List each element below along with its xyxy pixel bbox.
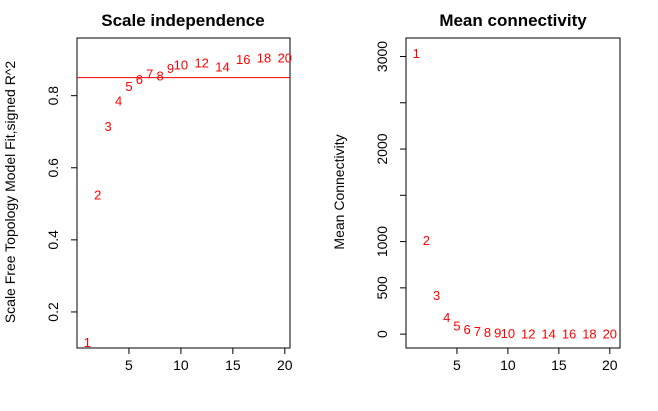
point-label-6: 6 — [136, 72, 143, 87]
y-tick-label: 0.8 — [45, 86, 61, 106]
y-tick-label: 500 — [374, 276, 390, 300]
plot-frame — [405, 37, 621, 349]
y-tick-label: 2000 — [374, 133, 390, 164]
point-label-20: 20 — [603, 327, 617, 342]
point-label-9: 9 — [494, 326, 501, 341]
point-label-4: 4 — [115, 94, 122, 109]
point-label-14: 14 — [541, 326, 555, 341]
point-label-6: 6 — [464, 322, 471, 337]
y-axis-label: Scale Free Topology Model Fit,signed R^2 — [2, 61, 18, 324]
point-label-10: 10 — [501, 326, 515, 341]
y-axis-label: Mean Connectivity — [331, 134, 347, 249]
point-label-16: 16 — [562, 327, 576, 342]
point-label-3: 3 — [433, 288, 440, 303]
point-label-16: 16 — [236, 52, 250, 67]
y-tick-label: 1000 — [374, 226, 390, 257]
point-label-4: 4 — [443, 310, 450, 325]
x-tick-label: 5 — [453, 357, 461, 373]
point-label-14: 14 — [215, 59, 229, 74]
x-tick-label: 15 — [551, 357, 567, 373]
x-tick-label: 10 — [173, 357, 189, 373]
point-label-10: 10 — [174, 58, 188, 73]
point-label-12: 12 — [521, 326, 535, 341]
x-tick-label: 15 — [225, 357, 241, 373]
y-tick-label: 3000 — [374, 41, 390, 72]
point-label-5: 5 — [453, 318, 460, 333]
x-tick-label: 20 — [277, 357, 293, 373]
mean-connectivity-panel: Mean connectivity Mean Connectivity 5 10 1… — [331, 11, 621, 373]
point-label-2: 2 — [423, 233, 430, 248]
y-tick-label: 0.2 — [45, 302, 61, 322]
point-label-2: 2 — [94, 187, 101, 202]
chart-title: Mean connectivity — [439, 11, 587, 30]
x-tick-label: 10 — [500, 357, 516, 373]
point-label-12: 12 — [194, 56, 208, 71]
y-tick-label: 0.4 — [45, 230, 61, 250]
y-tick-label: 0.6 — [45, 158, 61, 178]
point-label-7: 7 — [474, 324, 481, 339]
point-label-8: 8 — [157, 68, 164, 83]
point-label-5: 5 — [125, 79, 132, 94]
point-label-1: 1 — [84, 335, 91, 350]
scale-independence-panel: Scale independence Scale Free Topology M… — [2, 11, 293, 373]
point-label-18: 18 — [257, 50, 271, 65]
axis-ticks: 5 10 15 20 0.2 0.4 0.6 0.8 — [45, 86, 293, 373]
x-tick-label: 20 — [602, 357, 618, 373]
point-label-20: 20 — [278, 50, 292, 65]
x-tick-label: 5 — [125, 357, 133, 373]
chart-title: Scale independence — [101, 11, 264, 30]
point-label-18: 18 — [582, 327, 596, 342]
point-label-1: 1 — [413, 46, 420, 61]
point-label-3: 3 — [105, 119, 112, 134]
plot-frame — [76, 37, 291, 349]
point-label-7: 7 — [146, 67, 153, 82]
point-label-8: 8 — [484, 325, 491, 340]
point-label-9: 9 — [167, 61, 174, 76]
y-tick-label: 0 — [374, 330, 390, 338]
